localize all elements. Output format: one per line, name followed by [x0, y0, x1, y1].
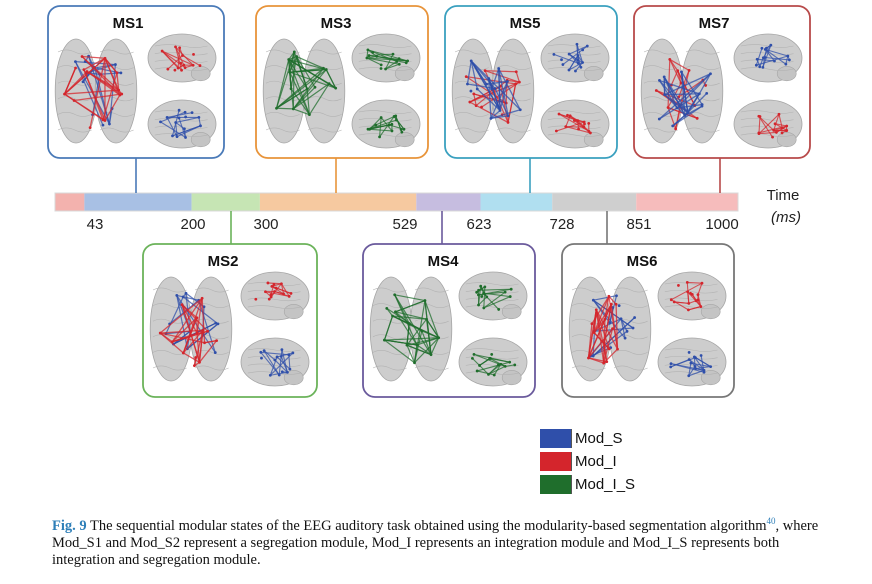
timeline-outline	[54, 192, 739, 212]
diagram-canvas: 43 200 300 529 623 728 851 1000 Time (ms) MS1 MS2 MS…	[47, 5, 811, 398]
legend-label-mod-i-s: Mod_I_S	[575, 475, 636, 493]
state-label-ms6: MS6	[627, 253, 658, 270]
caption-text-1: The sequential modular states of the EEG…	[86, 517, 767, 534]
tick-label-43: 43	[87, 216, 104, 233]
state-label-ms7: MS7	[699, 15, 730, 32]
state-label-ms1: MS1	[113, 15, 144, 32]
tick-label-851: 851	[626, 216, 651, 233]
state-label-ms5: MS5	[510, 15, 541, 32]
state-label-ms3: MS3	[321, 15, 352, 32]
state-panel-ms2: MS2	[142, 243, 318, 398]
timeline-segment-4	[416, 193, 481, 211]
state-panel-ms4: MS4	[362, 243, 536, 398]
time-axis-label: Time	[767, 187, 800, 204]
tick-label-200: 200	[180, 216, 205, 233]
brain-top-ms6-right-hemisphere	[608, 276, 652, 382]
figure-caption: Fig. 9 The sequential modular states of …	[52, 513, 842, 569]
brain-top-ms4-right-hemisphere	[409, 276, 453, 382]
timeline-bar	[54, 192, 739, 212]
timeline-segment-5	[480, 193, 553, 211]
legend-label-mod-s: Mod_S	[575, 429, 623, 447]
state-panel-ms6: MS6	[561, 243, 735, 398]
tick-label-728: 728	[549, 216, 574, 233]
timeline-segment-6	[552, 193, 637, 211]
tick-label-529: 529	[392, 216, 417, 233]
state-label-ms4: MS4	[428, 253, 460, 270]
caption-reference: 40	[766, 516, 776, 526]
state-label-ms2: MS2	[208, 253, 239, 270]
timeline-segment-2	[191, 193, 260, 211]
legend-swatch-mod-i-s	[540, 474, 572, 494]
timeline-segment-7	[636, 193, 738, 211]
state-panel-ms3: MS3	[255, 5, 429, 159]
state-panel-ms5: MS5	[444, 5, 618, 159]
caption-fig-label: Fig. 9	[52, 517, 87, 534]
legend-label-mod-i: Mod_I	[575, 452, 617, 470]
legend-swatch-mod-i	[540, 451, 572, 471]
timeline-segment-1	[84, 193, 192, 211]
legend-item-mod-s: Mod_S	[540, 428, 623, 448]
brain-top-ms4-left-hemisphere	[369, 276, 413, 382]
timeline-segment-3	[259, 193, 417, 211]
legend-item-mod-i: Mod_I	[540, 451, 617, 471]
legend-item-mod-i-s: Mod_I_S	[540, 474, 635, 494]
tick-label-1000: 1000	[705, 216, 738, 233]
state-panel-ms7: MS7	[633, 5, 811, 159]
caption-text-2: , where Mod_S1 and Mod_S2 represent a se…	[52, 517, 819, 568]
state-panel-ms1: MS1	[47, 5, 225, 159]
tick-label-623: 623	[466, 216, 491, 233]
legend-swatch-mod-s	[540, 428, 572, 448]
timeline-segment-0	[55, 193, 85, 211]
tick-label-300: 300	[253, 216, 278, 233]
time-axis-unit: (ms)	[771, 209, 801, 226]
